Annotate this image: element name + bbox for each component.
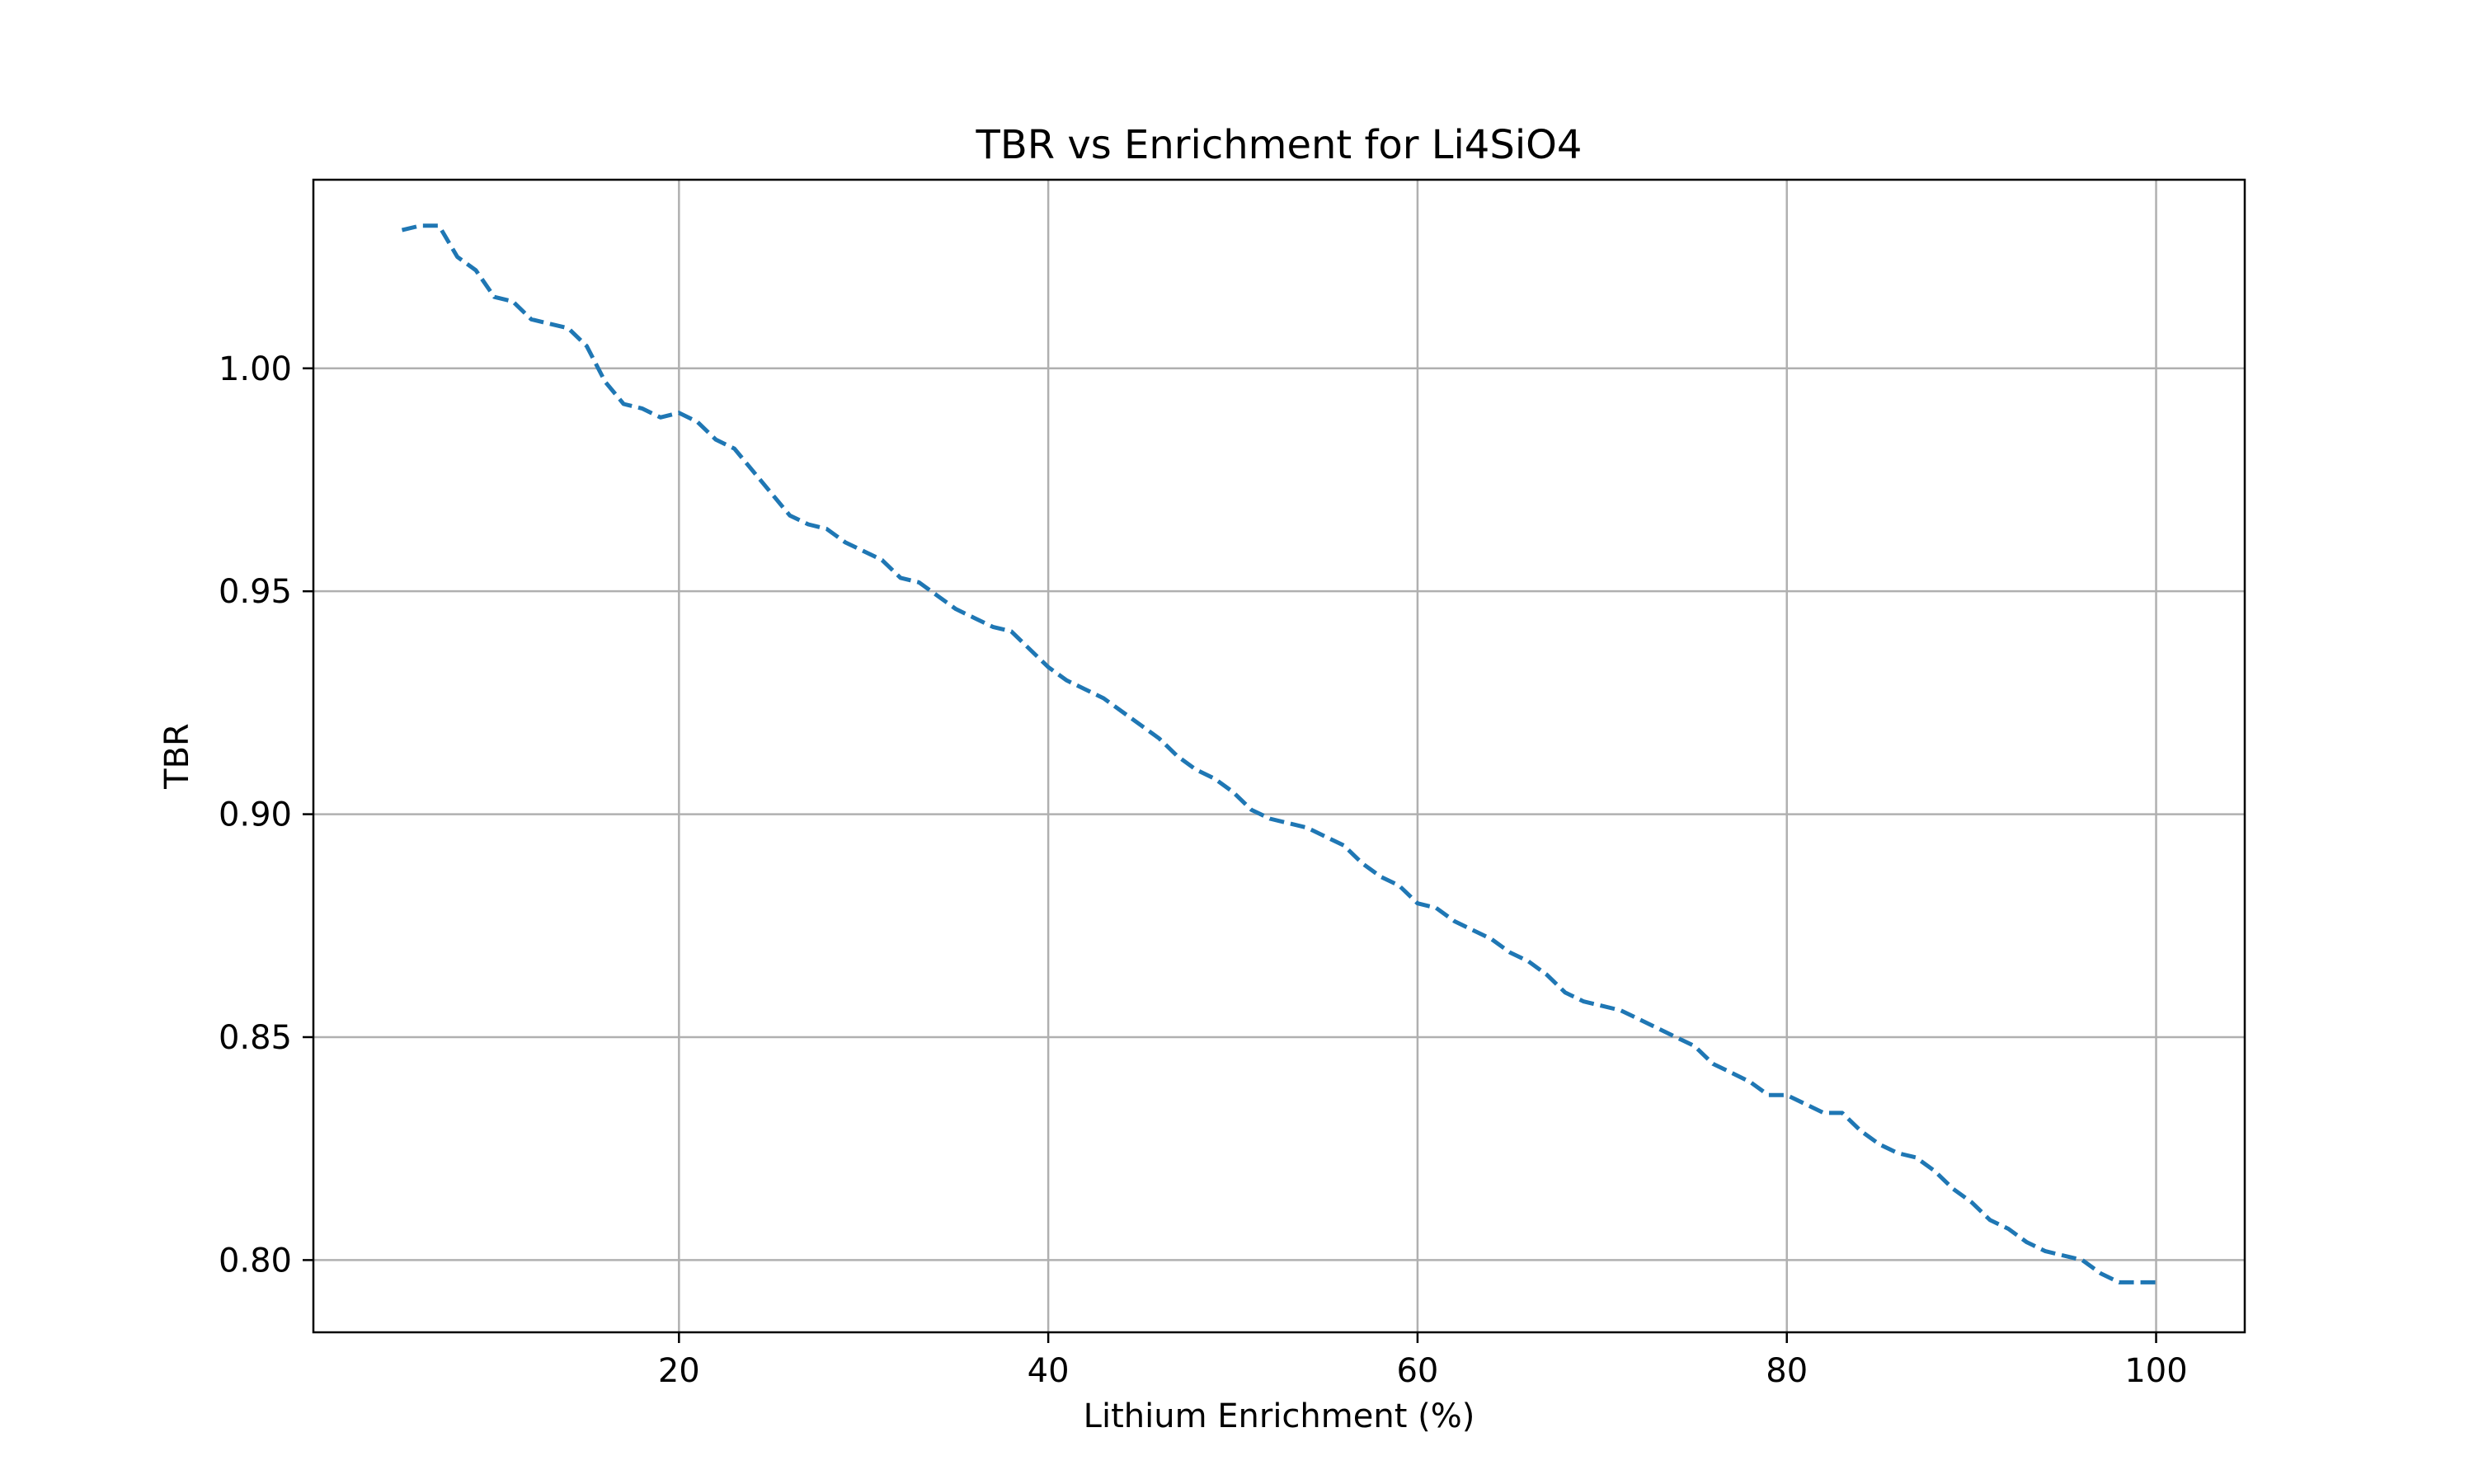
- series-line: [401, 223, 2157, 1284]
- x-tick-label: 100: [2124, 1352, 2187, 1390]
- x-tick-label: 20: [658, 1352, 700, 1390]
- y-tick-label: 0.85: [219, 1019, 292, 1057]
- grid-lines: [313, 180, 2245, 1332]
- x-axis-label: Lithium Enrichment (%): [1084, 1397, 1475, 1435]
- y-tick-label: 0.90: [219, 796, 292, 834]
- x-tick-label: 40: [1028, 1352, 1070, 1390]
- y-tick-label: 0.95: [219, 573, 292, 611]
- ticks: 20 40 60 80 100 0.80 0.85 0.90 0.95 1.00: [219, 350, 2188, 1390]
- x-tick-label: 80: [1766, 1352, 1808, 1390]
- y-tick-label: 0.80: [219, 1242, 292, 1280]
- axes-frame: [312, 178, 2246, 1334]
- series-layer: [401, 223, 2157, 1284]
- y-axis-label: TBR: [158, 723, 196, 790]
- y-tick-label: 1.00: [219, 350, 292, 388]
- chart-title: TBR vs Enrichment for Li4SiO4: [976, 122, 1583, 168]
- x-tick-label: 60: [1396, 1352, 1438, 1390]
